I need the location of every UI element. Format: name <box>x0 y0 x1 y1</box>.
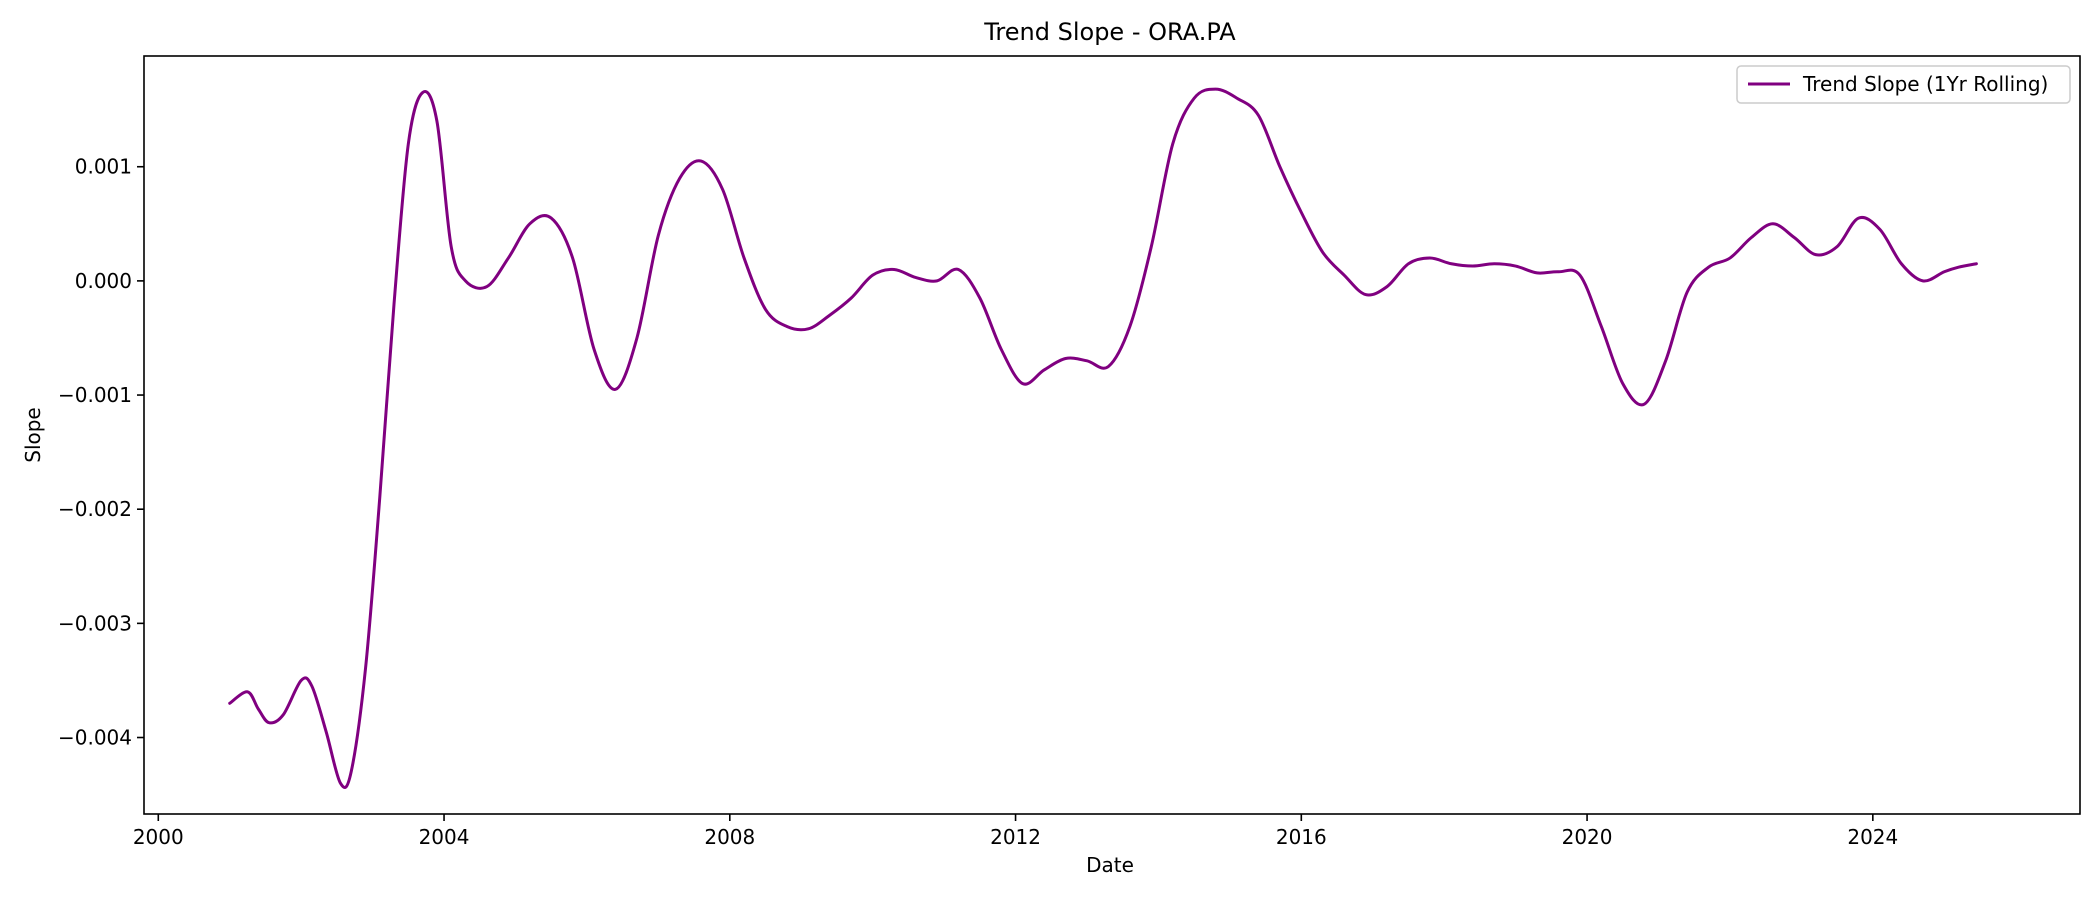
x-tick-label: 2012 <box>990 825 1041 849</box>
y-tick-label: 0.001 <box>75 155 132 179</box>
x-tick-label: 2000 <box>133 825 184 849</box>
y-tick-label: 0.000 <box>75 269 132 293</box>
legend-label: Trend Slope (1Yr Rolling) <box>1802 72 2048 96</box>
y-tick-label: −0.001 <box>58 383 132 407</box>
legend-box <box>1736 65 2071 104</box>
x-axis-label: Date <box>1086 853 1134 877</box>
x-tick-label: 2004 <box>419 825 470 849</box>
x-tick-label: 2008 <box>704 825 755 849</box>
y-tick-label: −0.004 <box>58 726 132 750</box>
y-tick-label: −0.002 <box>58 497 132 521</box>
series-line-trend-slope <box>228 87 1978 790</box>
chart-title: Trend Slope - ORA.PA <box>983 18 1236 46</box>
x-axis: 2000 2004 2008 2012 2016 2020 2024 <box>133 814 1898 849</box>
x-tick-label: 2024 <box>1847 825 1898 849</box>
plot-area <box>228 87 1978 790</box>
y-tick-label: −0.003 <box>58 611 132 635</box>
legend: Trend Slope (1Yr Rolling) <box>1736 65 2071 104</box>
y-axis-label: Slope <box>21 407 45 463</box>
x-tick-label: 2016 <box>1276 825 1327 849</box>
plot-frame <box>143 55 2081 815</box>
x-tick-label: 2020 <box>1562 825 1613 849</box>
y-axis: 0.001 0.000 −0.001 −0.002 −0.003 −0.004 <box>58 155 144 750</box>
